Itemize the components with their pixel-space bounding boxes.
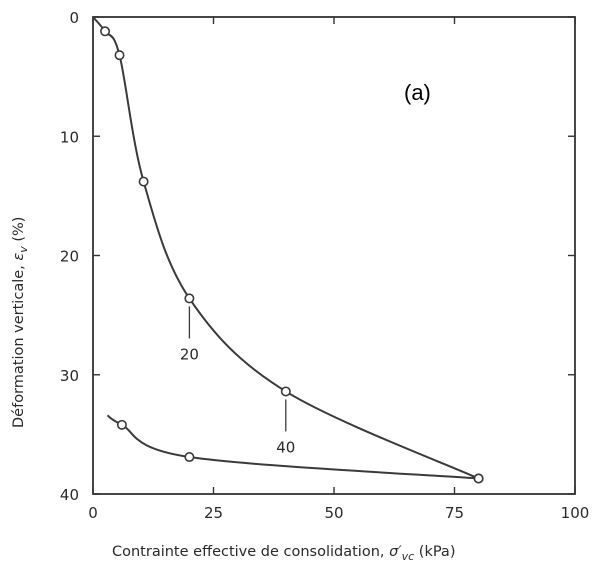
data-point <box>114 50 125 61</box>
plot-frame <box>92 16 576 495</box>
panel-label: (a) <box>404 80 431 105</box>
y-axis-ticks: 0 10 20 30 40 <box>60 9 575 504</box>
data-point <box>116 419 127 430</box>
x-tick-label: 50 <box>324 504 343 522</box>
x-axis-ticks: 0 25 50 75 100 <box>88 17 589 522</box>
annotation-label: 20 <box>180 345 199 363</box>
x-tick-label: 75 <box>445 504 464 522</box>
y-tick-label: 40 <box>60 486 79 504</box>
axes: 0 25 50 75 100 0 10 20 30 40 <box>60 9 589 522</box>
annotation-label: 40 <box>276 438 295 456</box>
data-point <box>280 386 291 397</box>
data-point <box>473 473 484 484</box>
y-tick-label: 20 <box>60 248 79 266</box>
series <box>92 16 484 484</box>
x-axis-label: Contrainte effective de consolidation, σ… <box>112 544 455 563</box>
data-point <box>138 176 149 187</box>
data-point <box>184 452 195 463</box>
y-axis-label: Déformation verticale, εv (%) <box>11 217 30 428</box>
x-tick-label: 100 <box>561 504 590 522</box>
y-tick-label: 30 <box>60 367 79 385</box>
x-tick-label: 25 <box>204 504 223 522</box>
y-tick-label: 0 <box>69 9 79 27</box>
data-point <box>184 293 195 304</box>
y-tick-label: 10 <box>60 128 79 146</box>
data-point <box>100 26 111 37</box>
x-tick-label: 0 <box>88 504 98 522</box>
